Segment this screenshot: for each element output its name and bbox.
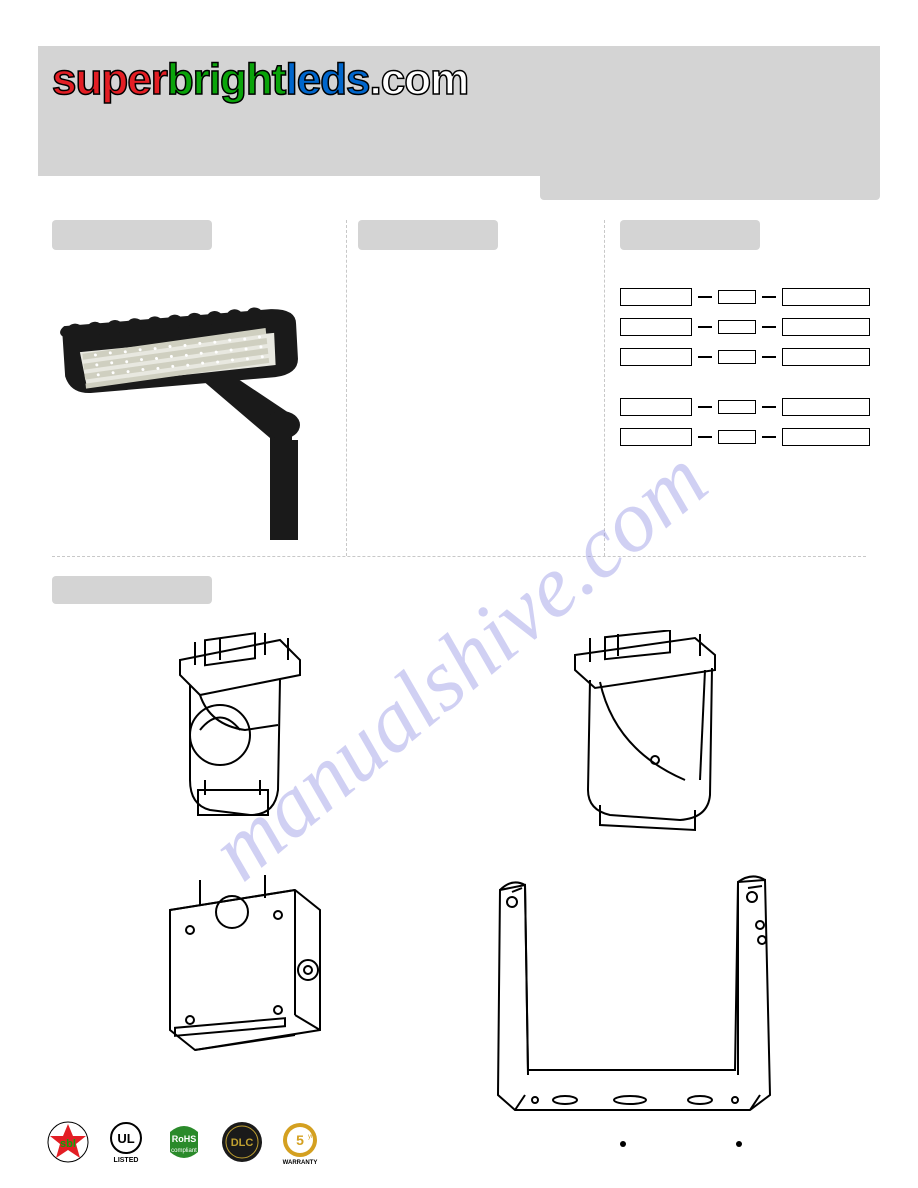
- svg-text:RoHS: RoHS: [172, 1134, 197, 1144]
- wire-connector-row-5: [620, 428, 870, 446]
- svg-text:compliant: compliant: [171, 1148, 197, 1154]
- section-header-accessories: [52, 576, 212, 604]
- svg-text:LISTED: LISTED: [114, 1157, 139, 1164]
- sbl-logo-icon: sbl: [46, 1120, 90, 1164]
- header-tab: [540, 120, 880, 200]
- ul-listed-icon: UL LISTED: [104, 1120, 148, 1164]
- warranty-5yr-icon: 5 yr WARRANTY: [278, 1120, 322, 1164]
- footer-badges: sbl UL LISTED RoHS compliant DLC 5 yr WARRAN…: [46, 1120, 322, 1164]
- svg-text:WARRANTY: WARRANTY: [283, 1160, 318, 1164]
- svg-text:sbl: sbl: [60, 1138, 76, 1150]
- divider-vertical-1: [346, 220, 347, 556]
- divider-vertical-2: [604, 220, 605, 556]
- accessory-slip-fitter-icon: [150, 630, 330, 840]
- product-image: [52, 260, 332, 540]
- section-header-specs: [358, 220, 498, 250]
- site-logo: superbrightleds.com: [52, 55, 468, 105]
- wire-connector-row-1: [620, 288, 870, 306]
- accessory-wall-mount-icon: [150, 870, 340, 1070]
- svg-text:5: 5: [296, 1132, 304, 1148]
- dlc-icon: DLC: [220, 1120, 264, 1164]
- rohs-icon: RoHS compliant: [162, 1120, 206, 1164]
- wire-connector-row-2: [620, 318, 870, 336]
- section-header-wiring: [620, 220, 760, 250]
- logo-part-super: super: [52, 55, 167, 104]
- svg-text:DLC: DLC: [231, 1137, 254, 1149]
- accessory-trunnion-bracket-icon: [480, 870, 790, 1130]
- section-header-product: [52, 220, 212, 250]
- logo-part-com: .com: [370, 55, 469, 104]
- logo-part-leds: leds: [285, 55, 369, 104]
- footer-dots: [620, 1141, 742, 1147]
- accessory-arm-mount-icon: [540, 630, 740, 840]
- wire-connector-row-3: [620, 348, 870, 366]
- wire-connector-row-4: [620, 398, 870, 416]
- svg-text:UL: UL: [117, 1131, 134, 1146]
- logo-part-bright: bright: [167, 55, 286, 104]
- svg-text:yr: yr: [308, 1134, 313, 1140]
- divider-horizontal: [52, 556, 866, 557]
